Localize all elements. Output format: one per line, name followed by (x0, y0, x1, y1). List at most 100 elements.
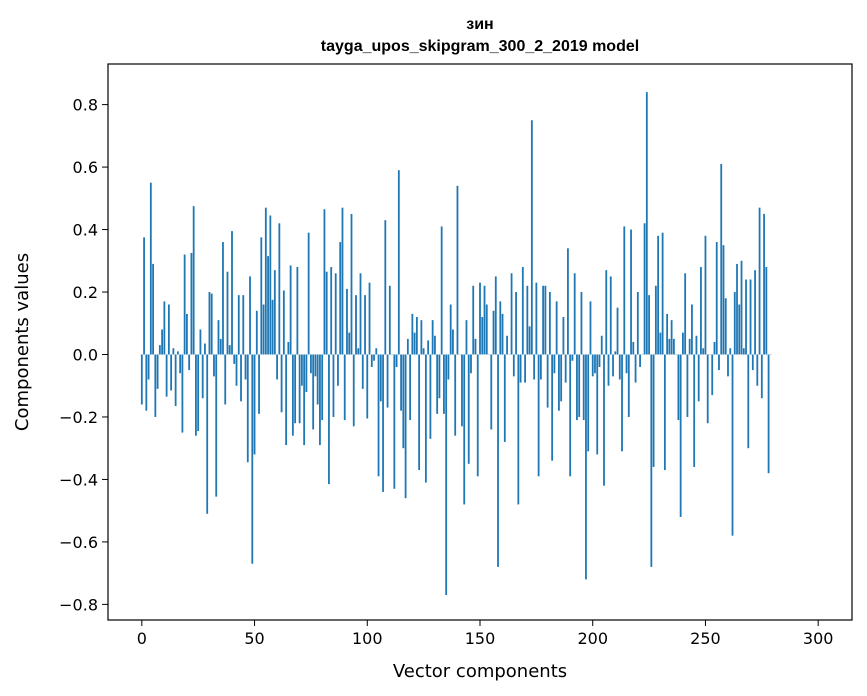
bar (181, 354, 184, 433)
bar (233, 354, 236, 364)
bar (679, 354, 682, 517)
bar (501, 313, 504, 355)
bar (370, 354, 373, 367)
bar (589, 301, 592, 355)
bar (517, 354, 520, 505)
bar (492, 310, 495, 355)
bar (443, 354, 445, 414)
bar (666, 313, 669, 355)
bar (596, 354, 599, 455)
bar (228, 345, 231, 355)
bar (199, 329, 202, 355)
bar (510, 273, 513, 355)
bar (571, 354, 574, 361)
bar (276, 354, 278, 380)
bar (533, 354, 536, 380)
bar (736, 263, 738, 355)
bar (621, 354, 623, 452)
bar (754, 270, 756, 355)
bar (553, 354, 556, 374)
y-tick-label: 0.8 (73, 96, 98, 115)
bar (691, 304, 693, 355)
bar (235, 354, 238, 386)
bar (357, 348, 360, 355)
bar (506, 335, 508, 355)
bar (167, 304, 170, 355)
bar (273, 270, 276, 355)
bar (143, 237, 145, 355)
bar (361, 354, 364, 389)
bar (756, 354, 759, 386)
bar (384, 220, 387, 355)
bar (352, 354, 355, 427)
bar (285, 354, 288, 446)
bar (627, 354, 630, 417)
bar (472, 285, 475, 355)
bar (497, 354, 499, 567)
bar (447, 354, 450, 380)
bar (614, 351, 617, 355)
bar (648, 295, 650, 355)
bar (643, 223, 646, 355)
bar (747, 354, 750, 449)
bar (319, 354, 321, 446)
bar (605, 270, 608, 355)
bar (693, 354, 696, 467)
bar (729, 348, 732, 355)
bar (715, 242, 718, 355)
bar (411, 313, 414, 355)
bar (625, 354, 628, 374)
bar (555, 301, 558, 355)
bar (645, 92, 648, 355)
bar (544, 285, 547, 355)
bar (749, 279, 752, 355)
bar (386, 354, 389, 408)
bar (603, 354, 605, 486)
bar (558, 354, 560, 411)
bar (312, 354, 315, 430)
bar (210, 293, 213, 355)
y-tick-label: −0.8 (59, 595, 98, 614)
bar (733, 292, 736, 355)
bar (249, 276, 251, 355)
bar (355, 295, 357, 355)
bar (582, 354, 585, 421)
bar (332, 354, 335, 417)
bar (763, 213, 765, 355)
bar (201, 354, 204, 399)
bar (195, 354, 197, 436)
bar (616, 307, 619, 355)
bar (314, 354, 317, 377)
bar (269, 215, 272, 355)
y-tick-label: −0.6 (59, 533, 98, 552)
bar (738, 304, 741, 355)
x-axis-label: Vector components (393, 661, 567, 682)
bar (562, 317, 565, 355)
bar (440, 226, 443, 355)
bar (731, 354, 734, 536)
bar (454, 354, 457, 436)
x-tick-label: 50 (244, 629, 264, 648)
bar (165, 354, 168, 397)
bar (406, 338, 409, 355)
bar (567, 248, 569, 355)
bar (684, 273, 687, 355)
bar (682, 332, 684, 355)
bar (224, 354, 227, 405)
bar (237, 295, 240, 355)
bar (686, 354, 689, 417)
bar (612, 354, 614, 377)
bar (659, 332, 662, 355)
bar (149, 182, 152, 355)
bar (740, 260, 743, 355)
bar (576, 354, 578, 421)
bar (494, 276, 497, 355)
plot-area-frame (107, 63, 853, 621)
bar (650, 354, 653, 567)
y-tick-label: 0.4 (73, 221, 98, 240)
bar (481, 317, 484, 355)
bar (379, 354, 382, 402)
bar (158, 345, 161, 355)
x-tick-label: 200 (577, 629, 608, 648)
bar (298, 354, 301, 424)
